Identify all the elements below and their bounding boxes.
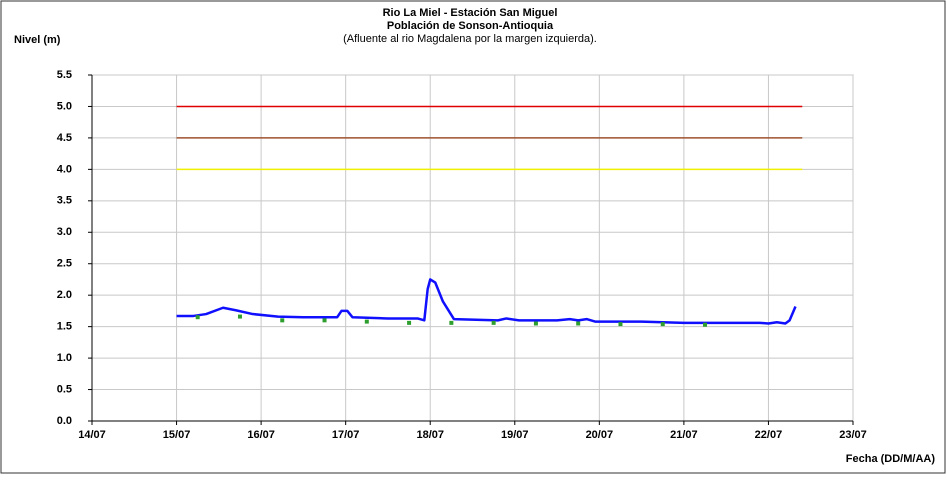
y-tick-label: 2.0 [57, 289, 72, 301]
y-tick-label: 4.0 [57, 163, 72, 175]
y-tick-label: 3.0 [57, 226, 72, 238]
y-tick-label: 4.5 [57, 132, 72, 144]
y-tick-label: 1.0 [57, 352, 72, 364]
marker [449, 320, 454, 325]
x-tick-label: 20/07 [586, 429, 614, 441]
marker [237, 314, 242, 319]
x-tick-label: 21/07 [670, 429, 698, 441]
y-tick-label: 5.5 [57, 69, 72, 81]
series-line [176, 278, 797, 325]
x-tick-label: 22/07 [755, 429, 783, 441]
marker [533, 321, 538, 326]
x-tick-label: 18/07 [416, 429, 444, 441]
marker [280, 318, 285, 323]
y-tick-label: 0.5 [57, 383, 72, 395]
marker [491, 320, 496, 325]
y-tick-label: 0.0 [57, 415, 72, 427]
x-axis-label: Fecha (DD/M/AA) [846, 453, 936, 465]
chart-subtitle: Población de Sonson-Antioquia [387, 20, 554, 32]
annotation: (Afluente al rio Magdalena por la margen… [343, 33, 597, 45]
marker [576, 321, 581, 326]
x-tick-label: 19/07 [501, 429, 529, 441]
y-axis-label: Nivel (m) [14, 34, 61, 46]
marker [195, 315, 200, 320]
x-tick-label: 15/07 [163, 429, 191, 441]
marker [660, 322, 665, 327]
marker [322, 318, 327, 323]
marker [703, 322, 708, 327]
y-tick-label: 1.5 [57, 321, 72, 333]
x-tick-label: 14/07 [78, 429, 106, 441]
marker [364, 319, 369, 324]
y-tick-label: 3.5 [57, 195, 72, 207]
y-tick-label: 2.5 [57, 258, 72, 270]
plot-area [91, 74, 854, 422]
x-tick-label: 23/07 [839, 429, 867, 441]
y-tick-label: 5.0 [57, 100, 72, 112]
chart-title: Rio La Miel - Estación San Miguel [383, 7, 558, 19]
marker [407, 320, 412, 325]
x-tick-label: 16/07 [247, 429, 275, 441]
x-tick-label: 17/07 [332, 429, 360, 441]
marker [618, 322, 623, 327]
